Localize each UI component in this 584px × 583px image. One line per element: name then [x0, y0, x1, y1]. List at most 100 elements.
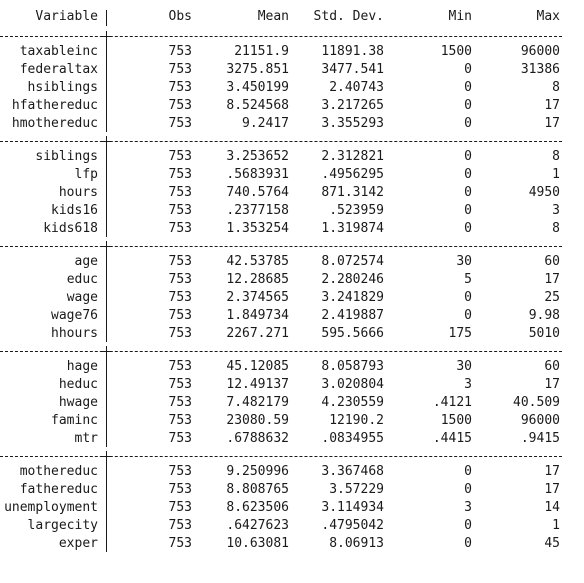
header-variable: Variable [35, 9, 98, 24]
table-row: lfp 753 .5683931 .4956295 0 1 [0, 166, 584, 184]
cell-mean: 3275.851 [226, 62, 289, 77]
table-row: age 753 42.53785 8.072574 30 60 [0, 253, 584, 271]
cell-mean: .6427623 [226, 518, 289, 533]
table-row: hours 753 740.5764 871.3142 0 4950 [0, 184, 584, 202]
cell-obs: 753 [168, 203, 192, 218]
column-divider [106, 252, 107, 342]
cell-mean: 8.524568 [226, 98, 289, 113]
group-separator [0, 351, 562, 352]
header-mean: Mean [257, 9, 289, 24]
cell-obs: 753 [168, 98, 192, 113]
cell-max: 5010 [528, 326, 560, 341]
cell-variable: age [74, 254, 98, 269]
cell-max: 96000 [520, 44, 560, 59]
cell-obs: 753 [168, 359, 192, 374]
cell-mean: 3.253652 [226, 149, 289, 164]
cell-min: 0 [464, 149, 472, 164]
cell-max: 14 [544, 500, 560, 515]
cell-min: 1500 [440, 44, 472, 59]
cell-std-dev: 3.241829 [321, 290, 384, 305]
cell-mean: 45.12085 [226, 359, 289, 374]
column-divider [106, 357, 107, 447]
cell-std-dev: 3.020804 [321, 377, 384, 392]
cell-max: 3 [552, 203, 560, 218]
cell-max: 60 [544, 359, 560, 374]
cell-variable: kids618 [43, 221, 98, 236]
header-min: Min [448, 9, 472, 24]
cell-min: 0 [464, 62, 472, 77]
cell-std-dev: 871.3142 [321, 185, 384, 200]
table-row: heduc 753 12.49137 3.020804 3 17 [0, 376, 584, 394]
cell-mean: .6788632 [226, 431, 289, 446]
cell-obs: 753 [168, 326, 192, 341]
cell-std-dev: .523959 [329, 203, 384, 218]
cell-min: 0 [464, 464, 472, 479]
cell-max: 25 [544, 290, 560, 305]
cell-variable: siblings [35, 149, 98, 164]
cell-max: 17 [544, 116, 560, 131]
cell-obs: 753 [168, 464, 192, 479]
group-separator [0, 141, 562, 142]
cell-std-dev: 2.312821 [321, 149, 384, 164]
table-row: exper 753 10.63081 8.06913 0 45 [0, 535, 584, 553]
cell-variable: hwage [58, 395, 98, 410]
cell-std-dev: 11891.38 [321, 44, 384, 59]
table-row: mothereduc 753 9.250996 3.367468 0 17 [0, 463, 584, 481]
cell-obs: 753 [168, 62, 192, 77]
cell-max: 1 [552, 518, 560, 533]
cell-min: 1500 [440, 413, 472, 428]
cell-max: 40.509 [513, 395, 560, 410]
column-divider [106, 462, 107, 552]
cell-variable: educ [66, 272, 98, 287]
cell-max: 45 [544, 536, 560, 551]
group-separator [0, 246, 562, 247]
cell-variable: wage76 [51, 308, 98, 323]
cell-std-dev: 8.058793 [321, 359, 384, 374]
cell-obs: 753 [168, 221, 192, 236]
cell-obs: 753 [168, 431, 192, 446]
cell-std-dev: 4.230559 [321, 395, 384, 410]
table-row: hsiblings 753 3.450199 2.40743 0 8 [0, 79, 584, 97]
table-row: mtr 753 .6788632 .0834955 .4415 .9415 [0, 430, 584, 448]
separator-plus [101, 451, 112, 462]
cell-std-dev: 3.355293 [321, 116, 384, 131]
cell-max: 8 [552, 221, 560, 236]
cell-min: 0 [464, 482, 472, 497]
cell-std-dev: 1.319874 [321, 221, 384, 236]
cell-obs: 753 [168, 536, 192, 551]
table-row: federaltax 753 3275.851 3477.541 0 31386 [0, 61, 584, 79]
cell-std-dev: .0834955 [321, 431, 384, 446]
table-row: faminc 753 23080.59 12190.2 1500 96000 [0, 412, 584, 430]
column-divider [106, 147, 107, 237]
cell-mean: 7.482179 [226, 395, 289, 410]
cell-max: 96000 [520, 413, 560, 428]
cell-min: 3 [464, 377, 472, 392]
cell-variable: kids16 [51, 203, 98, 218]
cell-variable: hours [58, 185, 98, 200]
cell-variable: federaltax [19, 62, 98, 77]
cell-mean: 8.808765 [226, 482, 289, 497]
header-max: Max [536, 9, 560, 24]
cell-mean: 1.849734 [226, 308, 289, 323]
table-row: largecity 753 .6427623 .4795042 0 1 [0, 517, 584, 535]
cell-variable: largecity [27, 518, 98, 533]
cell-min: 0 [464, 167, 472, 182]
table-row: siblings 753 3.253652 2.312821 0 8 [0, 148, 584, 166]
cell-min: 5 [464, 272, 472, 287]
table-row: wage76 753 1.849734 2.419887 0 9.98 [0, 307, 584, 325]
cell-variable: hhours [51, 326, 98, 341]
cell-min: 0 [464, 308, 472, 323]
cell-variable: heduc [58, 377, 98, 392]
table-header: Variable Obs Mean Std. Dev. Min Max [0, 8, 584, 26]
cell-max: 1 [552, 167, 560, 182]
cell-variable: hmothereduc [11, 116, 98, 131]
cell-mean: 2267.271 [226, 326, 289, 341]
table-row: hmothereduc 753 9.2417 3.355293 0 17 [0, 115, 584, 133]
separator-plus [101, 31, 112, 42]
cell-mean: 740.5764 [226, 185, 289, 200]
cell-mean: 23080.59 [226, 413, 289, 428]
cell-std-dev: 8.06913 [329, 536, 384, 551]
table-row: kids618 753 1.353254 1.319874 0 8 [0, 220, 584, 238]
cell-variable: lfp [74, 167, 98, 182]
